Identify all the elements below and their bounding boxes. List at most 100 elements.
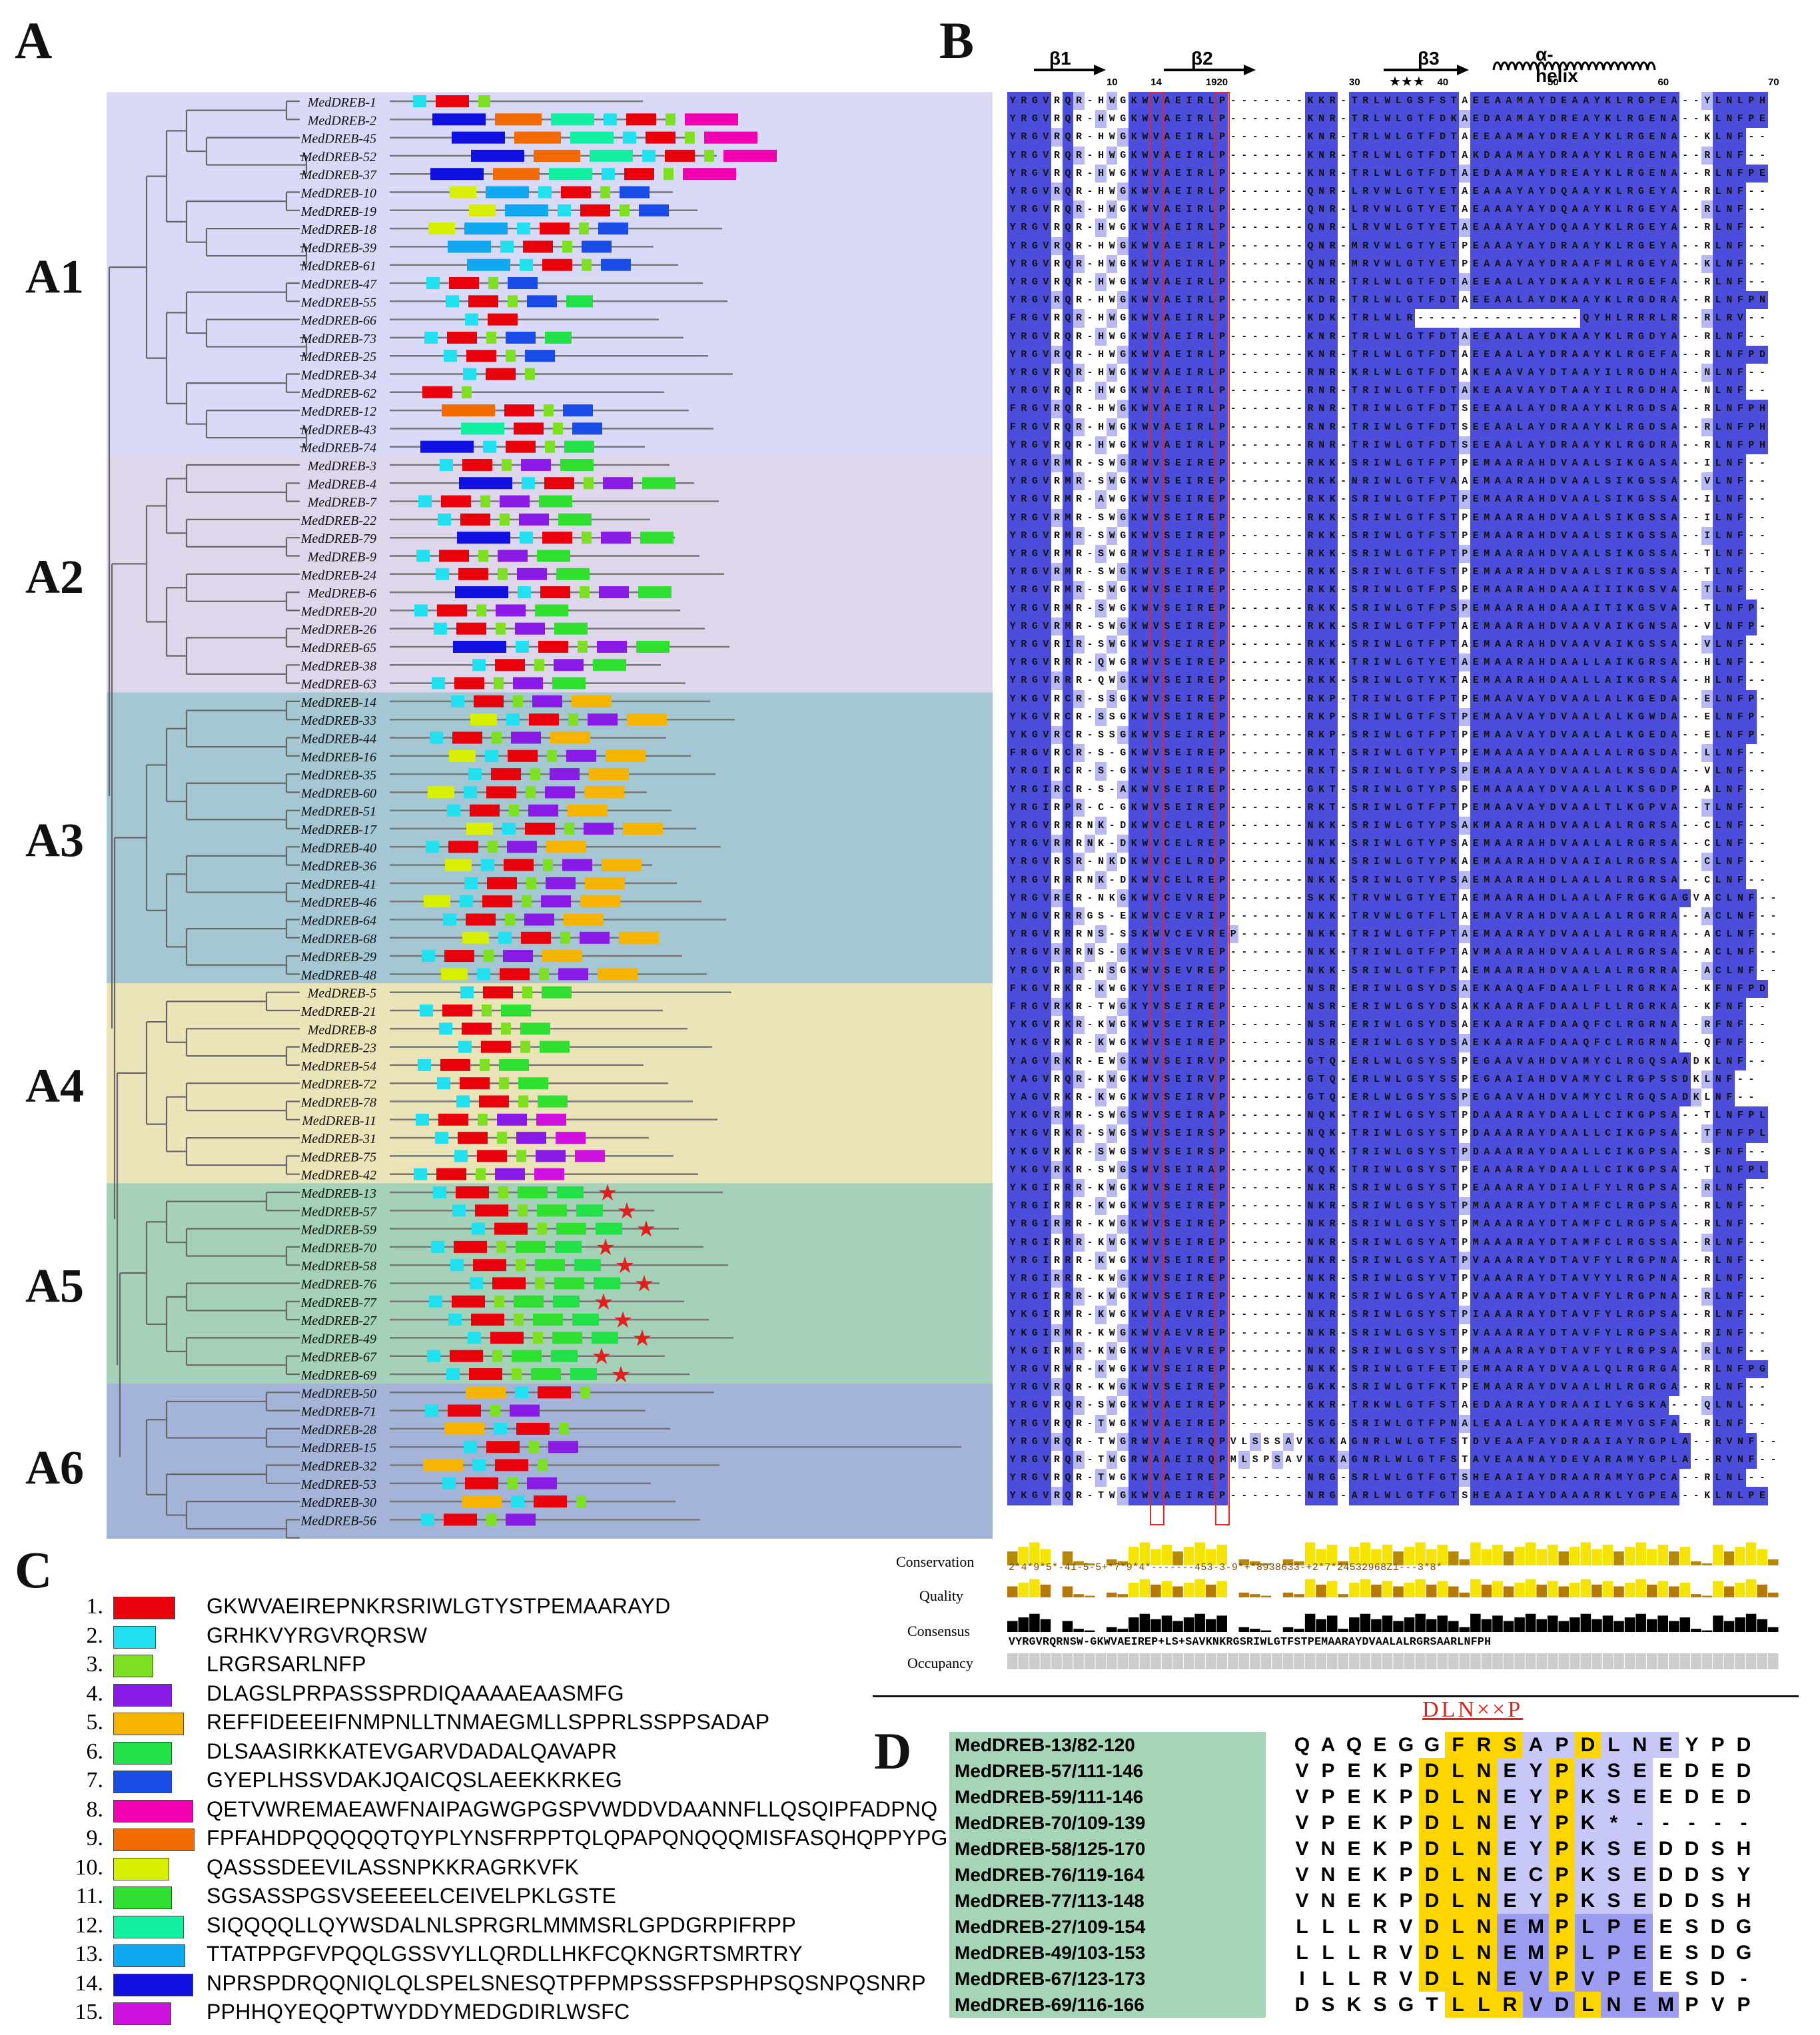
conservation-bar xyxy=(1701,1563,1713,1565)
motif-box-1 xyxy=(454,677,484,689)
gene-label: MedDREB-18 xyxy=(300,222,376,237)
quality-bar xyxy=(1570,1583,1580,1597)
quality-bar xyxy=(1304,1579,1316,1597)
quality-bar xyxy=(1382,1581,1393,1597)
ruler-tick-label: 14 xyxy=(1150,77,1162,88)
motif-box-2 xyxy=(418,1058,431,1071)
consensus-bar xyxy=(1139,1613,1150,1632)
occupancy-bar xyxy=(1183,1653,1194,1669)
quality-bar xyxy=(1657,1581,1668,1597)
quality-bar xyxy=(1194,1579,1205,1597)
motif-box-6 xyxy=(572,1314,599,1326)
star-icon: ★ xyxy=(636,1217,656,1242)
motif-box-10 xyxy=(424,895,450,908)
gene-label: MedDREB-71 xyxy=(300,1405,376,1420)
motif-box-4 xyxy=(562,859,592,871)
conservation-bar xyxy=(1129,1547,1139,1565)
motif-box-1 xyxy=(624,168,654,181)
conservation-bar xyxy=(1161,1544,1172,1565)
consensus-bar xyxy=(1205,1619,1216,1632)
conservation-bar xyxy=(1679,1547,1691,1565)
motif-box-1 xyxy=(488,313,518,326)
consensus-bar xyxy=(1514,1617,1525,1632)
occupancy-bar xyxy=(1029,1653,1040,1669)
motif-box-3 xyxy=(537,1222,547,1235)
conserved-stars: ★★★ xyxy=(1389,75,1425,89)
quality-bar xyxy=(1426,1584,1437,1597)
motif-box-11 xyxy=(554,622,588,635)
motif-box-10 xyxy=(428,786,454,799)
motif-box-5 xyxy=(466,1386,506,1399)
motif-box-11 xyxy=(556,1222,586,1235)
quality-bar xyxy=(1216,1581,1227,1597)
quality-bar xyxy=(1073,1594,1084,1597)
motif-box-10 xyxy=(469,204,496,216)
motif-box-4 xyxy=(566,749,596,762)
motif-box-11 xyxy=(538,1095,568,1108)
conservation-bar xyxy=(1481,1549,1492,1565)
occupancy-bar xyxy=(1470,1653,1481,1669)
conservation-bar xyxy=(1536,1549,1547,1565)
motif-box-4 xyxy=(497,1113,527,1126)
motif-box-4 xyxy=(498,550,528,562)
motif-box-4 xyxy=(528,804,558,817)
motif-box-4 xyxy=(506,1513,536,1526)
quality-bar xyxy=(1260,1595,1272,1597)
conservation-bar xyxy=(1316,1549,1326,1565)
group-label-a4: A4 xyxy=(25,1059,84,1112)
consensus-bar xyxy=(1360,1613,1371,1632)
motif-box-1 xyxy=(481,1040,511,1053)
motif-box-2 xyxy=(472,1459,486,1471)
motif-box-2 xyxy=(448,1314,462,1326)
motif-box-2 xyxy=(430,731,443,744)
occupancy-bar xyxy=(1492,1653,1503,1669)
tree-branches xyxy=(108,100,308,1539)
quality-bar xyxy=(1580,1579,1592,1597)
motif-box-3 xyxy=(579,222,589,235)
consensus-bar xyxy=(1613,1621,1624,1632)
occupancy-bar xyxy=(1371,1653,1382,1669)
consensus-bar xyxy=(1172,1621,1183,1632)
motif-box-7 xyxy=(572,422,602,435)
occupancy-bar xyxy=(1007,1653,1018,1669)
motif-box-2 xyxy=(420,1005,433,1017)
motif-box-3 xyxy=(576,1495,586,1508)
gene-label: MedDREB-40 xyxy=(300,841,376,855)
occupancy-bar xyxy=(1393,1653,1404,1669)
gene-label: MedDREB-15 xyxy=(300,1441,376,1455)
motif-sequence: QETVWREMAEAWFNAIPAGWGPGSPVWDDVDAANNFLLQS… xyxy=(207,1797,938,1821)
motif-box-2 xyxy=(464,877,478,889)
motif-box-3 xyxy=(520,1040,530,1053)
group-band-a1 xyxy=(107,92,993,456)
motif-number: 13. xyxy=(75,1942,104,1966)
consensus-bar xyxy=(1558,1621,1570,1632)
panel-d-row-label: MedDREB-67/123-173 xyxy=(949,1966,1266,1992)
consensus-bar xyxy=(1735,1617,1745,1632)
motif-box-6 xyxy=(551,1350,578,1362)
consensus-bar xyxy=(1635,1613,1646,1632)
motif-box-11 xyxy=(520,1022,550,1035)
consensus-bar xyxy=(1194,1613,1205,1632)
motif-box-2 xyxy=(460,986,474,999)
motif-box-12 xyxy=(461,422,504,435)
motif-box-1 xyxy=(469,1368,502,1380)
motif-box-4 xyxy=(580,931,610,944)
motif-box-3 xyxy=(496,1240,506,1253)
motif-box-2 xyxy=(460,895,473,908)
gene-label: MedDREB-67 xyxy=(300,1350,377,1365)
motif-box-8 xyxy=(723,149,777,162)
conservation-track-label: Conservation xyxy=(896,1553,975,1570)
gene-label: MedDREB-8 xyxy=(307,1022,376,1037)
motif-box-2 xyxy=(427,1350,440,1362)
motif-box-2 xyxy=(483,440,496,453)
consensus-bar xyxy=(1304,1613,1316,1632)
